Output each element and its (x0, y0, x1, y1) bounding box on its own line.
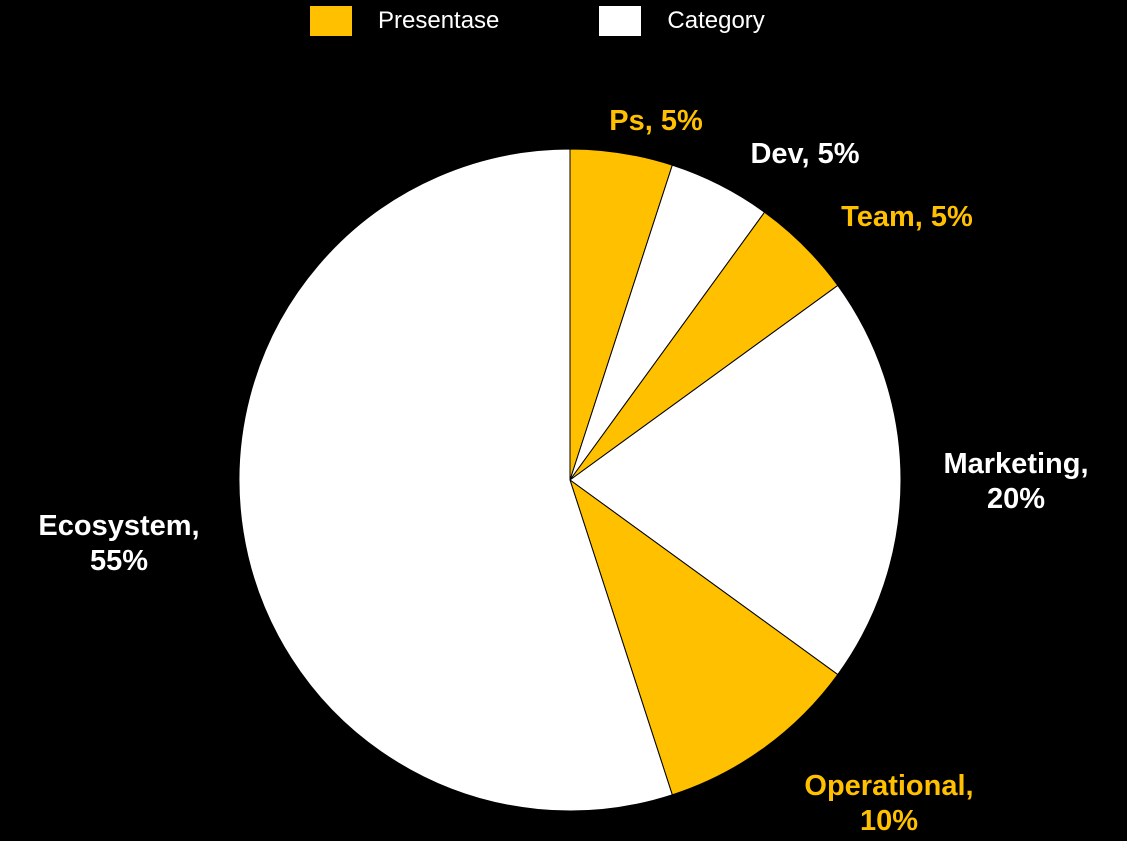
legend-swatch-category (599, 6, 642, 36)
legend-item-category: Category (599, 6, 765, 36)
slice-label-line: Dev, 5% (750, 138, 859, 170)
slice-label-line: 20% (987, 483, 1045, 515)
slice-label-line: Marketing, (943, 448, 1088, 480)
slice-label-team: Team, 5% (841, 201, 973, 233)
slice-label-line: Team, 5% (841, 201, 973, 233)
legend: Presentase Category (310, 6, 865, 36)
slice-label-ecosystem: Ecosystem, 55% (38, 510, 199, 577)
slice-label-operational: Operational, 10% (804, 770, 973, 837)
slice-label-line: Ps, 5% (609, 105, 703, 137)
pie-slice-marketing (569, 284, 902, 676)
pie-slice-ecosystem (238, 148, 673, 812)
slice-label-line: 10% (860, 805, 918, 837)
slice-label-dev: Dev, 5% (750, 138, 859, 170)
labels-layer: Ps, 5% Dev, 5% Team, 5% Marketing, 20% Operat… (38, 105, 1088, 837)
pie-slice-operational (569, 478, 839, 796)
slice-label-ps: Ps, 5% (609, 105, 703, 137)
slice-label-line: Operational, (804, 770, 973, 802)
legend-label-category: Category (667, 7, 765, 34)
slice-label-line: 55% (90, 545, 148, 577)
legend-label-presentase: Presentase (378, 7, 500, 34)
slice-label-marketing: Marketing, 20% (943, 448, 1088, 515)
slices-layer (238, 148, 902, 812)
legend-swatch-presentase (310, 6, 352, 36)
legend-item-presentase: Presentase (310, 6, 499, 36)
slice-label-line: Ecosystem, (38, 510, 199, 542)
